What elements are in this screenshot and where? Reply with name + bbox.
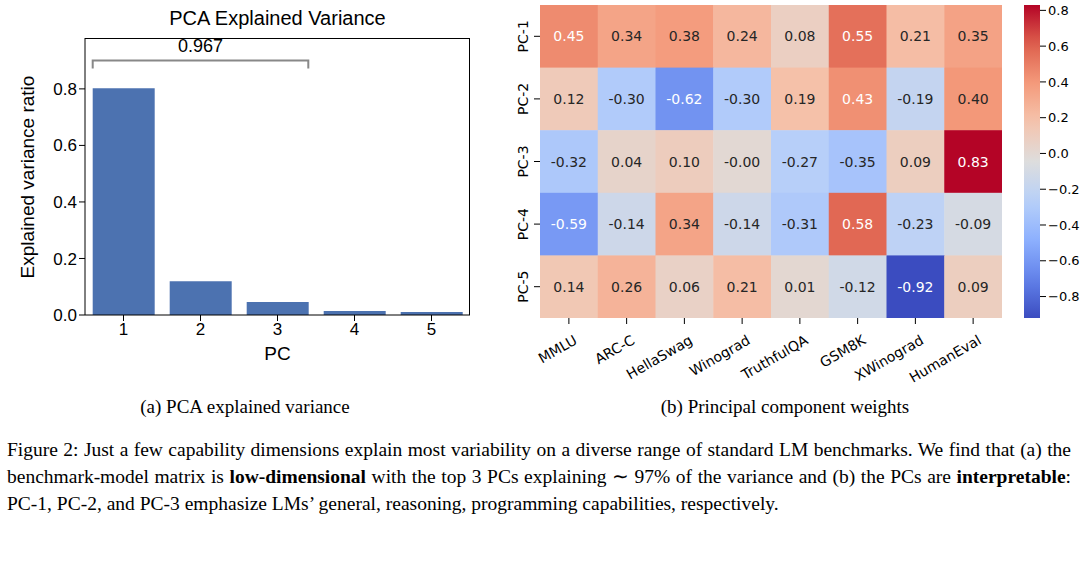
svg-text:-0.09: -0.09	[955, 216, 991, 232]
svg-text:-0.30: -0.30	[609, 91, 645, 107]
html-text:(b) Principal component weight: (b) Principal component weights	[660, 396, 910, 417]
svg-text:-0.62: -0.62	[666, 91, 702, 107]
svg-text:2: 2	[196, 320, 205, 339]
html-text:(a) PCA explained variance: (a) PCA explained variance	[140, 396, 350, 417]
svg-text:0.26: 0.26	[611, 279, 642, 295]
svg-text:-0.27: -0.27	[782, 154, 818, 170]
svg-text:0.4: 0.4	[1048, 75, 1069, 90]
svg-text:0.55: 0.55	[842, 28, 873, 44]
svg-text:0.0: 0.0	[53, 306, 77, 325]
svg-text:0.08: 0.08	[784, 28, 815, 44]
svg-text:−0.2: −0.2	[1048, 182, 1072, 197]
svg-text:0.04: 0.04	[611, 154, 642, 170]
svg-text:0.09: 0.09	[958, 279, 989, 295]
svg-text:0.21: 0.21	[900, 28, 931, 44]
svg-text:HumanEval: HumanEval	[906, 332, 983, 386]
svg-text:-0.30: -0.30	[724, 91, 760, 107]
svg-text:0.8: 0.8	[53, 80, 77, 99]
svg-text:-0.00: -0.00	[724, 154, 760, 170]
svg-text:0.06: 0.06	[669, 279, 700, 295]
svg-text:0.45: 0.45	[553, 28, 584, 44]
svg-text:XWinograd: XWinograd	[851, 331, 927, 384]
html-text:PCA Explained Variance: PCA Explained Variance	[169, 7, 386, 29]
svg-text:1: 1	[119, 320, 128, 339]
svg-text:3: 3	[273, 320, 282, 339]
html-text:Explained variance ratio: Explained variance ratio	[17, 75, 38, 278]
svg-text:0.24: 0.24	[727, 28, 758, 44]
svg-text:ARC-C: ARC-C	[592, 332, 638, 368]
svg-text:0.19: 0.19	[784, 91, 815, 107]
svg-text:TruthfulQA: TruthfulQA	[738, 332, 811, 383]
svg-text:HellaSwag: HellaSwag	[624, 332, 695, 383]
svg-text:0.09: 0.09	[900, 154, 931, 170]
svg-text:0.38: 0.38	[669, 28, 700, 44]
svg-text:-0.14: -0.14	[609, 216, 645, 232]
svg-text:PC-2: PC-2	[515, 83, 531, 115]
svg-text:0.01: 0.01	[784, 279, 815, 295]
svg-text:5: 5	[427, 320, 436, 339]
svg-text:-0.31: -0.31	[782, 216, 818, 232]
html-text:PC: PC	[264, 343, 291, 364]
svg-text:0.58: 0.58	[842, 216, 873, 232]
svg-text:GSM8K: GSM8K	[817, 331, 869, 371]
svg-text:0.2: 0.2	[53, 250, 77, 269]
svg-text:PC-5: PC-5	[515, 271, 531, 303]
svg-text:0.10: 0.10	[669, 154, 700, 170]
svg-text:−0.6: −0.6	[1048, 253, 1072, 268]
svg-text:0.6: 0.6	[1048, 39, 1069, 54]
svg-text:PC-1: PC-1	[515, 20, 531, 52]
svg-text:-0.59: -0.59	[551, 216, 587, 232]
svg-text:-0.32: -0.32	[551, 154, 587, 170]
svg-text:0.967: 0.967	[178, 36, 223, 56]
svg-text:-0.14: -0.14	[724, 216, 760, 232]
svg-text:0.83: 0.83	[958, 154, 989, 170]
svg-text:-0.19: -0.19	[897, 91, 933, 107]
svg-text:-0.35: -0.35	[840, 154, 876, 170]
svg-text:0.34: 0.34	[611, 28, 642, 44]
svg-text:0.0: 0.0	[1048, 146, 1069, 161]
svg-text:0.34: 0.34	[669, 216, 700, 232]
svg-text:-0.23: -0.23	[897, 216, 933, 232]
svg-text:4: 4	[350, 320, 359, 339]
svg-text:PC-4: PC-4	[515, 208, 531, 240]
svg-text:−0.4: −0.4	[1048, 218, 1072, 233]
svg-text:Winograd: Winograd	[686, 331, 753, 380]
svg-text:0.2: 0.2	[1048, 110, 1069, 125]
svg-text:0.43: 0.43	[842, 91, 873, 107]
svg-text:0.6: 0.6	[53, 136, 77, 155]
svg-text:MMLU: MMLU	[536, 332, 580, 367]
svg-text:0.14: 0.14	[553, 279, 584, 295]
svg-text:0.40: 0.40	[958, 91, 989, 107]
html-text:Figure 2: Just a few capabilit: Figure 2: Just a few capability dimensio…	[7, 439, 1071, 514]
svg-text:-0.12: -0.12	[840, 279, 876, 295]
svg-text:0.8: 0.8	[1048, 3, 1069, 18]
svg-text:0.21: 0.21	[727, 279, 758, 295]
svg-text:PC-3: PC-3	[515, 145, 531, 177]
svg-text:-0.92: -0.92	[897, 279, 933, 295]
svg-text:0.4: 0.4	[53, 193, 77, 212]
svg-text:0.35: 0.35	[958, 28, 989, 44]
svg-text:−0.8: −0.8	[1048, 289, 1072, 304]
svg-text:0.12: 0.12	[553, 91, 584, 107]
